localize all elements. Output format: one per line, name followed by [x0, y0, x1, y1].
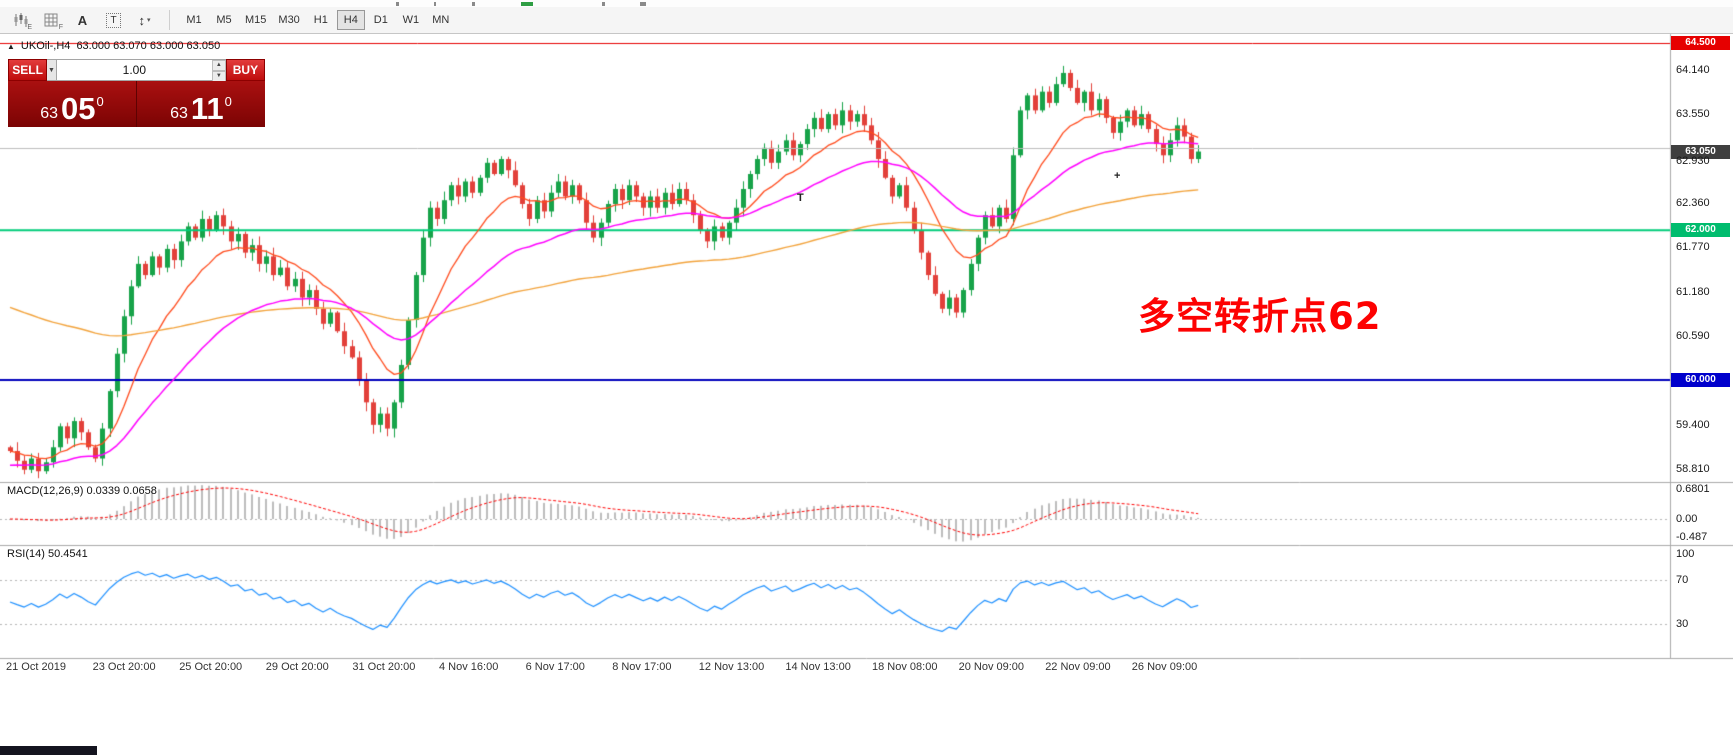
time-axis-label: 25 Oct 20:00	[179, 661, 243, 673]
price-axis-label: 60.590	[1676, 329, 1710, 342]
grid-icon[interactable]: F	[39, 9, 64, 31]
text-label-icon[interactable]: A	[70, 9, 95, 31]
timeframe-h4[interactable]: H4	[336, 10, 365, 30]
crosshair-mark: T	[797, 192, 804, 204]
time-axis-label: 31 Oct 20:00	[352, 661, 416, 673]
chevron-down-icon: ▾	[146, 17, 151, 24]
rsi-axis-label: 100	[1676, 548, 1695, 560]
toolbar: E F A T ↕ ▾	[0, 7, 1733, 34]
sell-price-box[interactable]: 63 05 0	[8, 81, 136, 127]
timeframe-mn[interactable]: MN	[427, 10, 455, 30]
one-click-trade-panel: SELL ▼ ▲ ▼ BUY 63 05 0 63 11 0	[8, 59, 266, 127]
chart-annotation-text: 多空转折点62	[1138, 295, 1382, 338]
sell-price-sup: 0	[96, 94, 104, 109]
timeframe-m5[interactable]: M5	[210, 10, 238, 30]
timeframe-d1[interactable]: D1	[367, 10, 395, 30]
time-axis-label: 20 Nov 09:00	[958, 661, 1025, 673]
buy-button[interactable]: BUY	[225, 59, 266, 81]
boxed-t-glyph: T	[106, 12, 121, 28]
taskbar-fragment	[0, 746, 97, 755]
time-axis-label: 6 Nov 17:00	[525, 661, 585, 673]
timeframe-bar: M1 M5 M15 M30 H1 H4 D1 W1 MN	[179, 10, 456, 30]
time-axis-label: 12 Nov 13:00	[698, 661, 765, 673]
volume-increment-button[interactable]: ▲	[211, 60, 226, 71]
indicator-chart-icon[interactable]: E	[8, 9, 33, 31]
macd-axis-label: -0.487	[1676, 531, 1708, 543]
cutoff-text-fragment	[640, 2, 646, 6]
price-axis-label: 59.400	[1676, 418, 1710, 431]
trade-prices-row: 63 05 0 63 11 0	[8, 81, 265, 127]
toolbar-separator	[169, 10, 170, 30]
price-axis-label: 62.360	[1676, 197, 1710, 210]
collapse-icon[interactable]: ▲	[7, 41, 15, 51]
price-badge-64.500: 64.500	[1671, 36, 1730, 50]
timeframe-m1[interactable]: M1	[180, 10, 208, 30]
cutoff-text-fragment	[521, 2, 533, 6]
chart-title: ▲ UKOil-,H4 63.000 63.070 63.000 63.050	[7, 40, 220, 52]
sell-price-small: 63	[40, 105, 59, 122]
volume-dropdown-caret[interactable]: ▼	[47, 59, 57, 81]
time-axis-label: 29 Oct 20:00	[265, 661, 329, 673]
time-axis-label: 18 Nov 08:00	[872, 661, 938, 673]
icon-badge: F	[58, 24, 63, 31]
price-badge-60.000: 60.000	[1671, 372, 1730, 387]
rsi-axis-label: 30	[1676, 618, 1689, 631]
rsi-axis-label: 70	[1676, 573, 1689, 586]
price-axis-label: 62.930	[1676, 154, 1710, 167]
buy-price-box[interactable]: 63 11 0	[137, 81, 265, 127]
time-axis-label: 23 Oct 20:00	[92, 661, 156, 673]
top-strip	[0, 0, 1733, 7]
price-axis-label: 63.550	[1676, 108, 1710, 121]
macd-axis-label: 0.6801	[1676, 483, 1710, 495]
macd-header: MACD(12,26,9) 0.0339 0.0658	[7, 485, 157, 497]
sell-button[interactable]: SELL	[8, 59, 48, 81]
rsi-header: RSI(14) 50.4541	[7, 548, 88, 560]
price-axis-label: 58.810	[1676, 462, 1710, 475]
toolbar-icon-group: E F A T ↕ ▾	[5, 9, 160, 31]
timeframe-w1[interactable]: W1	[397, 10, 425, 30]
cutoff-text-fragment	[396, 2, 399, 6]
price-axis-label: 61.180	[1676, 285, 1710, 298]
time-axis-label: 26 Nov 09:00	[1131, 661, 1198, 673]
cutoff-text-fragment	[434, 2, 436, 6]
icon-badge: E	[27, 24, 32, 31]
symbol-period-label: UKOil-,H4	[20, 40, 71, 52]
timeframe-m15[interactable]: M15	[240, 10, 271, 30]
crosshair-mark: +	[1114, 170, 1121, 182]
price-badge-63.050: 63.050	[1671, 144, 1730, 159]
buy-price-big: 11	[190, 90, 224, 126]
cutoff-text-fragment	[472, 2, 475, 6]
volume-input[interactable]	[56, 60, 212, 80]
timeframe-m30[interactable]: M30	[273, 10, 304, 30]
time-axis-label: 21 Oct 2019	[6, 661, 66, 673]
timeframe-h1[interactable]: H1	[307, 10, 335, 30]
time-axis-label: 22 Nov 09:00	[1045, 661, 1111, 673]
ohlc-values: 63.000 63.070 63.000 63.050	[76, 40, 221, 52]
price-badge-62.000: 62.000	[1671, 223, 1730, 238]
cursor-tool-icon[interactable]: ↕ ▾	[132, 9, 157, 31]
price-axis-label: 61.770	[1676, 241, 1710, 254]
price-axis-label: 64.140	[1676, 63, 1710, 76]
volume-box: ▲ ▼	[56, 59, 226, 82]
macd-axis-label: 0.00	[1676, 513, 1698, 525]
letter-a-glyph: A	[77, 12, 88, 28]
candlestick-glyph	[14, 13, 27, 27]
time-axis-label: 8 Nov 17:00	[612, 661, 672, 673]
text-box-icon[interactable]: T	[101, 9, 126, 31]
cutoff-text-fragment	[602, 2, 605, 6]
buy-price-small: 63	[170, 105, 188, 122]
time-axis-label: 14 Nov 13:00	[785, 661, 851, 673]
sell-price-big: 05	[61, 90, 96, 126]
trade-controls-row: SELL ▼ ▲ ▼ BUY	[8, 59, 266, 82]
buy-price-sup: 0	[224, 94, 232, 109]
time-axis-label: 4 Nov 16:00	[439, 661, 499, 673]
arrows-glyph: ↕	[138, 12, 145, 28]
volume-spinner: ▲ ▼	[211, 60, 226, 82]
grid-glyph	[44, 13, 58, 26]
